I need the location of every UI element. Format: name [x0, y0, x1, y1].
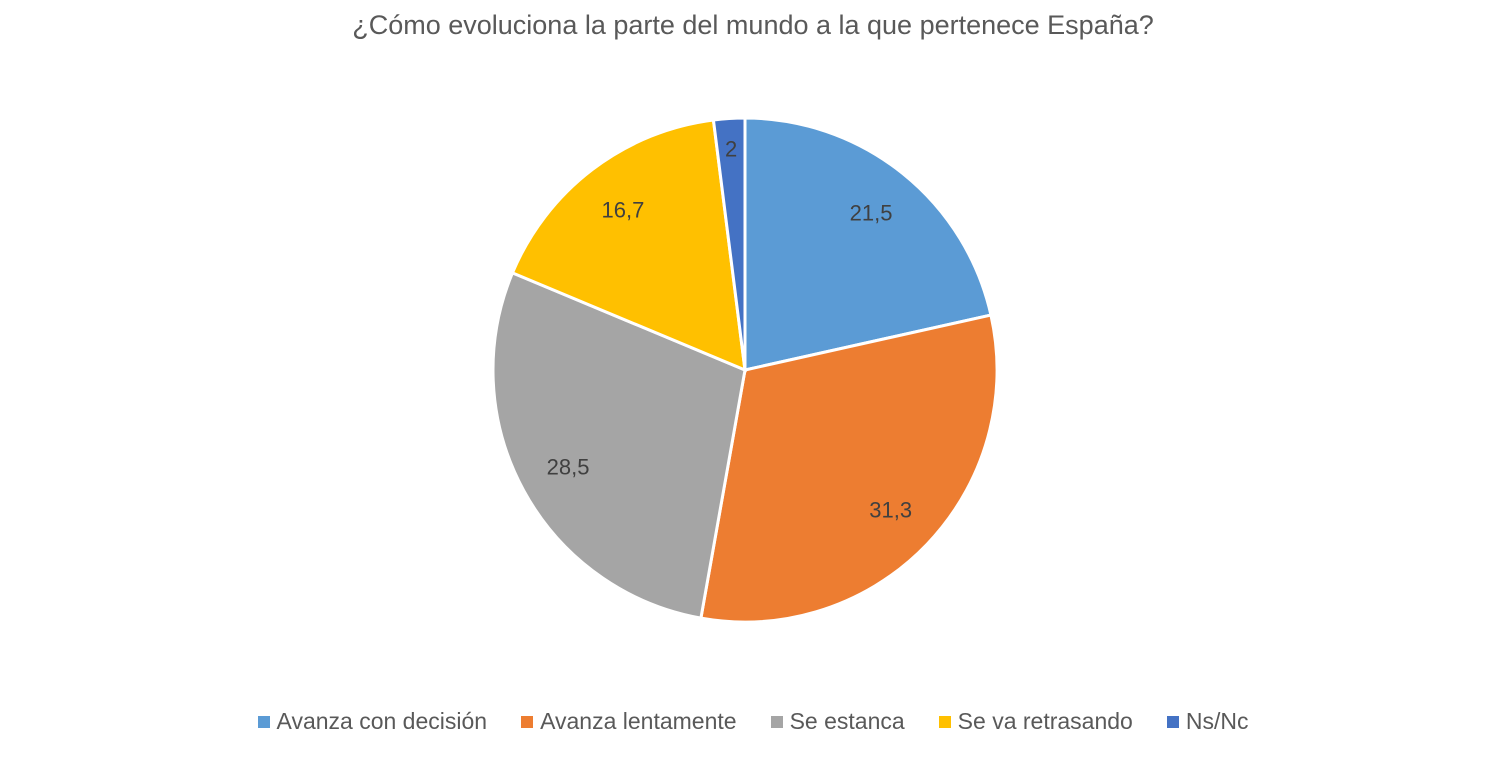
legend-swatch	[770, 715, 783, 728]
legend-swatch	[938, 715, 951, 728]
data-label-0: 21,5	[850, 201, 893, 226]
legend-swatch	[1166, 715, 1179, 728]
pie-slice-4	[711, 116, 747, 371]
legend-item: Se va retrasando	[938, 708, 1133, 735]
legend-item: Avanza lentamente	[521, 708, 737, 735]
data-label-2: 28,5	[547, 455, 590, 480]
legend-label: Se estanca	[789, 708, 905, 734]
legend-item: Ns/Nc	[1166, 708, 1249, 735]
data-label-1: 31,3	[869, 497, 912, 522]
legend-label: Ns/Nc	[1185, 708, 1249, 734]
chart-title: ¿Cómo evoluciona la parte del mundo a la…	[352, 10, 1154, 40]
legend-label: Avanza con decisión	[276, 708, 488, 734]
legend-swatch	[257, 715, 270, 728]
legend-swatch	[521, 715, 534, 728]
legend-item: Se estanca	[770, 708, 905, 735]
legend-label: Se va retrasando	[957, 708, 1133, 734]
pie-slice-0	[743, 116, 993, 372]
legend-label: Avanza lentamente	[540, 708, 737, 734]
pie-slice-3	[510, 118, 747, 373]
legend: Avanza con decisión Avanza lentamente Se e…	[0, 708, 1506, 735]
data-label-3: 16,7	[602, 198, 645, 223]
pie-slice-1	[699, 313, 999, 624]
pie-slice-2	[491, 270, 747, 620]
data-label-4: 2	[725, 137, 737, 162]
legend-item: Avanza con decisión	[257, 708, 488, 735]
